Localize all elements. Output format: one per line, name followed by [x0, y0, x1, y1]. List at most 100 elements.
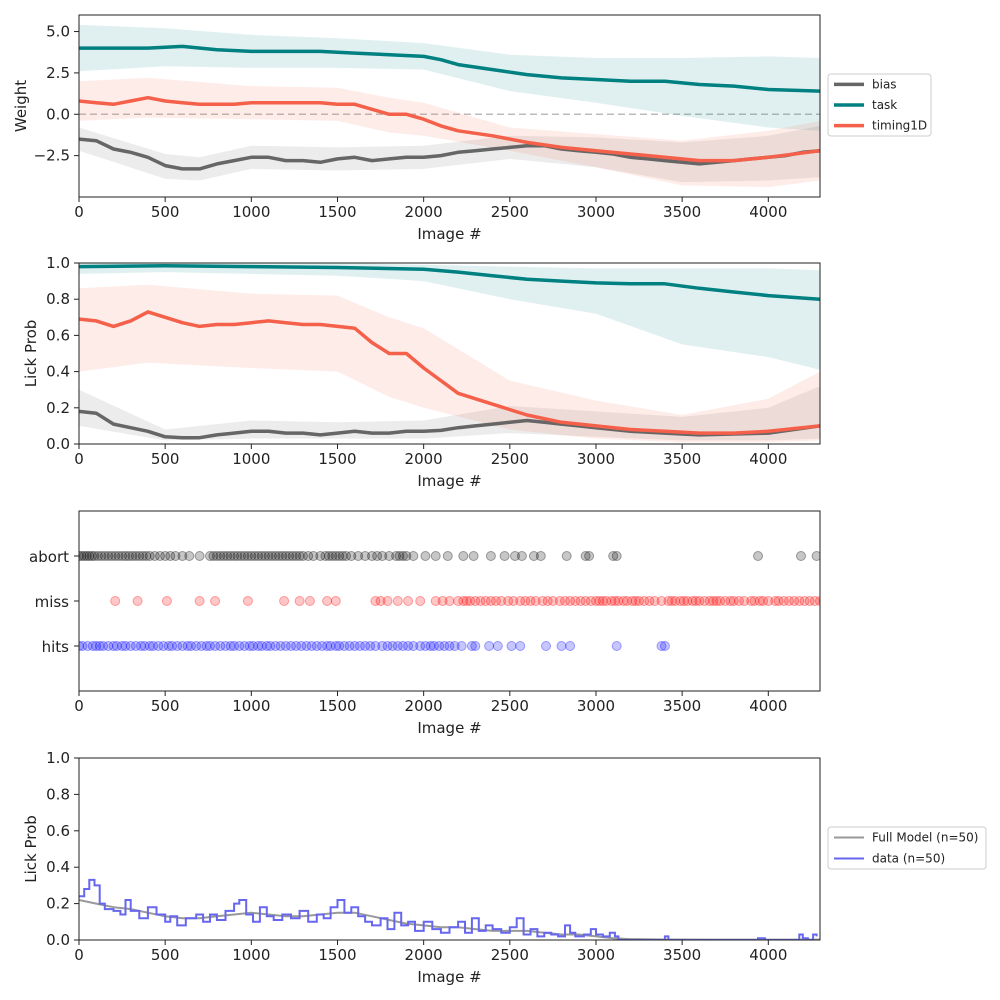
panel-1-legend: bias task timing1D	[827, 73, 932, 137]
y-tick-label: 0.8	[46, 290, 70, 308]
scatter-point	[149, 551, 160, 561]
scatter-point	[191, 641, 202, 651]
scatter-point	[449, 641, 460, 651]
scatter-point	[330, 551, 341, 561]
scatter-point	[720, 596, 731, 606]
x-axis-label: Image #	[417, 472, 481, 490]
x-tick-label: 1500	[318, 450, 356, 468]
scatter-point	[575, 596, 586, 606]
panel-1-frame	[78, 14, 821, 198]
scatter-point	[560, 596, 570, 606]
scatter-point	[158, 641, 169, 651]
scatter-point	[317, 641, 327, 651]
x-tick-label: 1000	[232, 203, 270, 221]
scatter-point	[804, 596, 815, 606]
x-tick-label: 4000	[749, 697, 787, 715]
scatter-point	[256, 551, 267, 561]
panel-1-axes: 0 500 1000 1500 2000 2500 3000 3500 4000 Image # −…	[12, 23, 787, 243]
x-tick-label: 3500	[663, 697, 701, 715]
scatter-point	[608, 551, 619, 561]
scatter-point	[201, 641, 212, 651]
scatter-point	[120, 551, 131, 561]
panel-4-legend: Full Model (n=50) data (n=50)	[827, 826, 987, 870]
scatter-point	[528, 551, 539, 561]
x-tick-label: 1000	[232, 946, 270, 964]
category-tick: miss	[35, 593, 79, 611]
scatter-point	[611, 551, 622, 561]
scatter-point	[535, 551, 546, 561]
scatter-point	[144, 551, 155, 561]
scatter-point	[392, 641, 403, 651]
scatter-point	[611, 641, 622, 651]
y-tick-label: 2.5	[46, 64, 70, 82]
y-axis-label: Lick Prob	[22, 320, 40, 388]
scatter-point	[360, 641, 371, 651]
scatter-point	[79, 641, 84, 651]
scatter-point	[111, 641, 122, 651]
scatter-point	[594, 596, 605, 606]
scatter-point	[337, 551, 348, 561]
scatter-point	[554, 596, 565, 606]
x-tick-label: 500	[151, 450, 180, 468]
scatter-point	[106, 551, 117, 561]
x-tick-label: 1500	[318, 697, 356, 715]
scatter-point	[167, 641, 178, 651]
scatter-point	[330, 641, 341, 651]
scatter-point	[778, 596, 789, 606]
scatter-point	[622, 596, 632, 606]
scatter-point	[475, 596, 486, 606]
scatter-point	[520, 596, 531, 606]
scatter-point	[194, 551, 205, 561]
scatter-point	[663, 596, 674, 606]
y-tick-label: −2.5	[34, 147, 70, 165]
scatter-point	[79, 641, 88, 651]
scatter-point	[163, 641, 174, 651]
scatter-point	[132, 596, 143, 606]
scatter-point	[232, 551, 243, 561]
scatter-point	[794, 596, 805, 606]
scatter-point	[153, 641, 164, 651]
scatter-point	[753, 551, 763, 561]
scatter-point	[344, 641, 355, 651]
x-tick-label: 2500	[491, 450, 529, 468]
scatter-point	[711, 596, 722, 606]
scatter-point	[284, 551, 295, 561]
scatter-point	[229, 551, 240, 561]
y-tick-label: 0.4	[46, 363, 70, 381]
scatter-point	[79, 551, 90, 561]
scatter-point	[506, 641, 517, 651]
scatter-point	[403, 596, 414, 606]
scatter-point	[394, 551, 405, 561]
scatter-point	[256, 641, 267, 651]
scatter-point	[728, 596, 739, 606]
scatter-point	[308, 551, 319, 561]
scatter-point	[79, 551, 87, 561]
scatter-point	[809, 596, 820, 606]
scatter-point	[220, 641, 231, 651]
y-tick-label: 1.0	[46, 749, 70, 767]
scatter-point	[699, 596, 710, 606]
panel-3-axes: 0 500 1000 1500 2000 2500 3000 3500 4000 Image #	[74, 691, 787, 737]
scatter-point	[429, 641, 439, 651]
scatter-point	[81, 551, 92, 561]
scatter-point	[127, 551, 138, 561]
scatter-point	[303, 551, 314, 561]
scatter-point	[108, 641, 119, 651]
panel-4-frame	[78, 757, 821, 941]
scatter-point	[392, 596, 403, 606]
confidence-band	[79, 386, 820, 441]
scatter-point	[470, 641, 481, 651]
scatter-point	[565, 641, 576, 651]
x-tick-label: 1500	[318, 203, 356, 221]
scatter-point	[408, 551, 419, 561]
x-tick-label: 0	[74, 450, 84, 468]
scatter-point	[370, 641, 381, 651]
y-tick-label: 0.8	[46, 785, 70, 803]
category-label: miss	[35, 593, 70, 611]
scatter-point	[530, 596, 541, 606]
scatter-point	[117, 641, 128, 651]
x-tick-label: 1000	[232, 697, 270, 715]
scatter-point	[398, 551, 408, 561]
scatter-point	[346, 551, 357, 561]
y-tick-label: 0.6	[46, 326, 70, 344]
